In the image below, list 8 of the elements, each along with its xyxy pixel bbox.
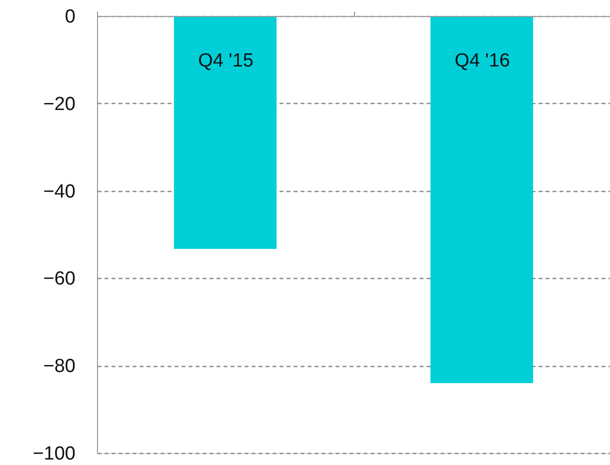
y-tick-label: −80 [43, 356, 76, 378]
y-tick-label: −20 [43, 94, 76, 115]
x-tick-label: Q4 '16 [454, 50, 510, 72]
y-tick-label: −60 [43, 268, 76, 290]
y-tick-label: −40 [43, 181, 76, 202]
x-tick-label: Q4 '15 [198, 50, 254, 72]
y-tick-label: 0 [64, 6, 76, 28]
y-tick-label: −100 [32, 444, 76, 464]
